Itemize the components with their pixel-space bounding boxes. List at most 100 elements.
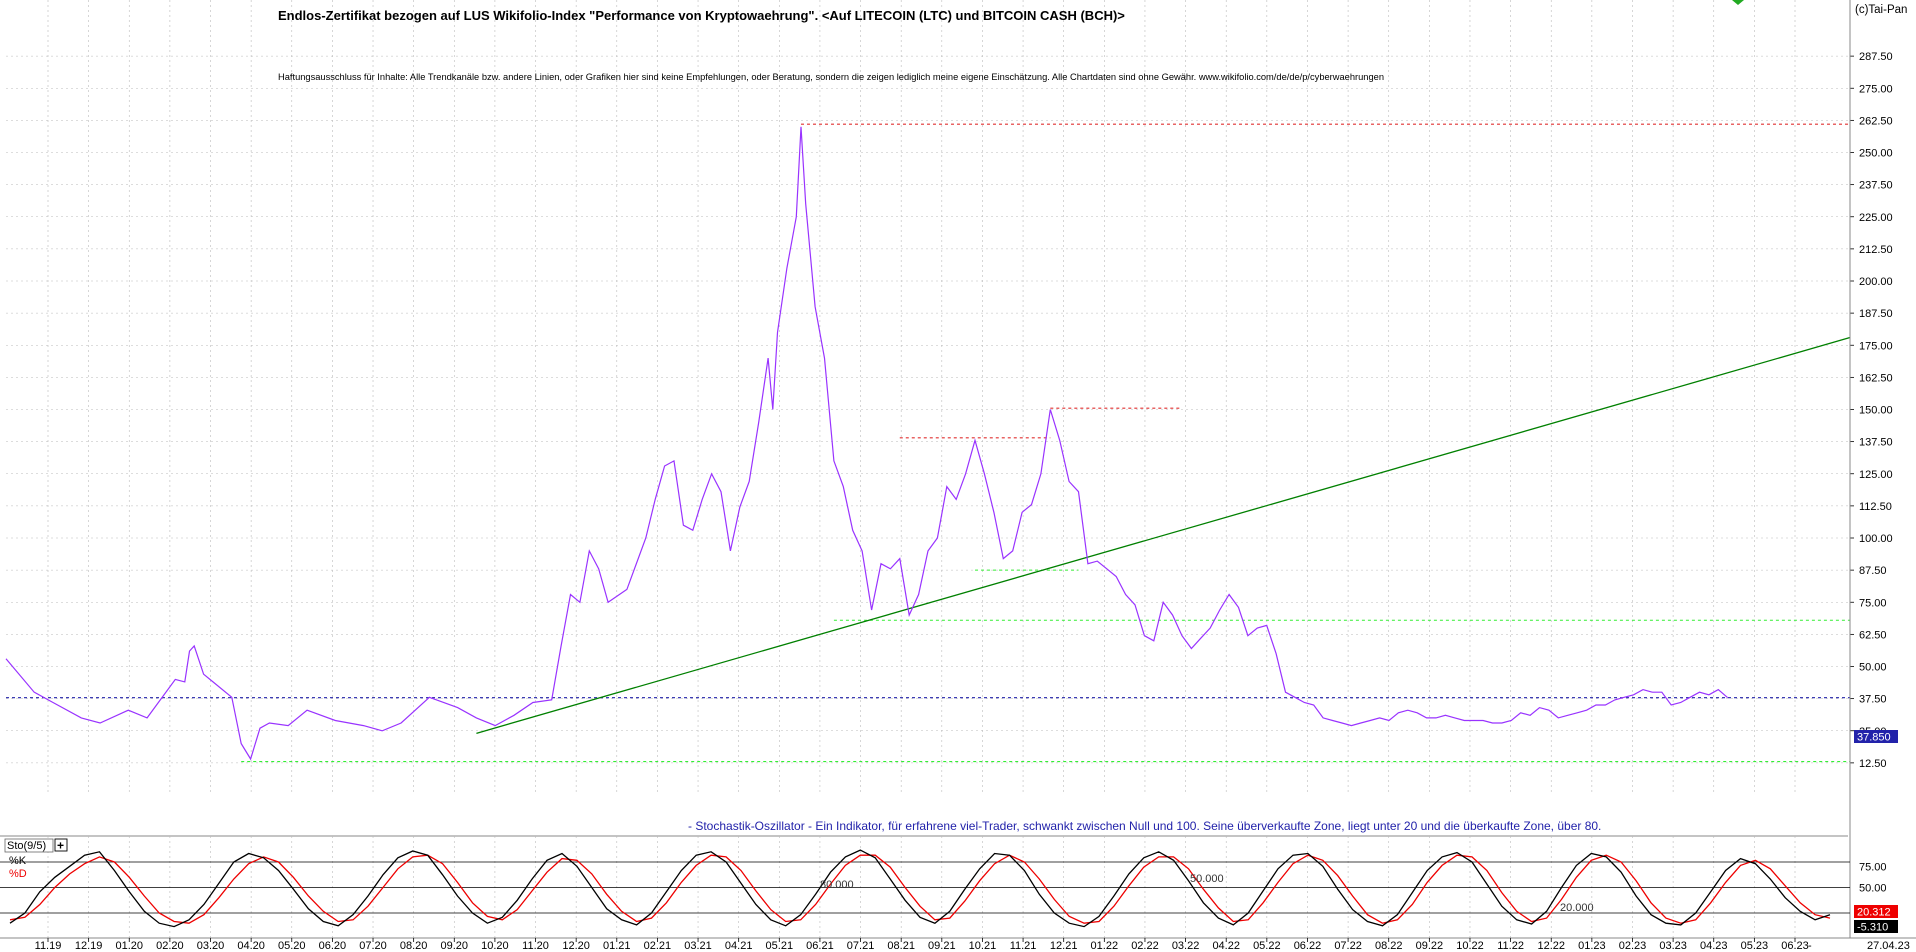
y-tick-label: 87.50	[1859, 565, 1887, 577]
stochastic-d-line	[9, 854, 1831, 924]
osc-y-tick-label: 50.00	[1859, 883, 1887, 895]
x-tick-label: 01.23	[1578, 940, 1606, 952]
x-tick-label: 05.21	[766, 940, 794, 952]
y-tick-label: 262.50	[1859, 115, 1893, 127]
x-tick-label: 03.21	[684, 940, 712, 952]
x-tick-label: 11.19	[35, 940, 62, 952]
d-legend: %D	[9, 868, 27, 880]
disclaimer-text: Haftungsausschluss für Inhalte: Alle Tre…	[278, 72, 1384, 82]
oscillator-caption: - Stochastik-Oszillator - Ein Indikator,…	[688, 819, 1601, 833]
copyright-text: (c)Tai-Pan	[1855, 4, 1907, 16]
x-tick-label: 09.21	[928, 940, 956, 952]
last-date-label: 27.04.23	[1867, 940, 1910, 952]
indicator-label-box[interactable]	[4, 838, 54, 853]
x-tick-label: 10.22	[1456, 940, 1484, 952]
x-tick-label: 12.19	[75, 940, 103, 952]
chart-title: Endlos-Zertifikat bezogen auf LUS Wikifo…	[278, 8, 1125, 23]
x-tick-label: 11.22	[1497, 940, 1524, 952]
x-tick-label: 06.22	[1294, 940, 1322, 952]
y-tick-label: 225.00	[1859, 212, 1893, 224]
y-tick-label: 62.50	[1859, 629, 1887, 641]
y-tick-label: 187.50	[1859, 308, 1893, 320]
y-tick-label: 12.50	[1859, 758, 1887, 770]
x-tick-label: 10.20	[481, 940, 509, 952]
y-tick-label: 212.50	[1859, 244, 1893, 256]
level-80-label: 80.000	[820, 879, 854, 891]
current-value-badge: 37.850	[1854, 730, 1898, 744]
y-tick-label: 275.00	[1859, 83, 1893, 95]
trend-line	[476, 336, 1851, 734]
y-tick-label: 50.00	[1859, 662, 1887, 674]
x-tick-label: 09.22	[1416, 940, 1444, 952]
x-tick-label: 07.20	[359, 940, 387, 952]
current-value-badge-text: 37.850	[1857, 732, 1891, 744]
x-tick-label: 06.20	[319, 940, 347, 952]
x-tick-label: 06.21	[806, 940, 834, 952]
stochastic-levels	[0, 861, 1850, 914]
expand-icon[interactable]	[54, 838, 68, 852]
x-tick-label: 12.22	[1537, 940, 1565, 952]
x-tick-label: 10.21	[969, 940, 997, 952]
svg-text:-5.310: -5.310	[1857, 922, 1888, 934]
x-tick-label: 01.22	[1091, 940, 1119, 952]
price-grid	[6, 0, 1850, 795]
y-tick-label: 137.50	[1859, 437, 1893, 449]
x-tick-label: 04.21	[725, 940, 753, 952]
date-axis: 11.19 12.19 01.20 02.20 03.20 04.20 05.20 06.20…	[0, 937, 1916, 952]
x-tick-label: 05.23	[1741, 940, 1769, 952]
x-tick-label: 02.23	[1619, 940, 1647, 952]
x-tick-label: 04.20	[237, 940, 265, 952]
y-tick-label: 250.00	[1859, 148, 1893, 160]
osc-y-tick-label: 75.00	[1859, 861, 1887, 873]
marker-icon	[1732, 0, 1744, 5]
x-tick-label: 08.22	[1375, 940, 1403, 952]
x-tick-label: 02.20	[156, 940, 184, 952]
stochastic-grid	[47, 836, 1796, 938]
x-tick-label: 02.22	[1131, 940, 1159, 952]
price-line	[5, 126, 1729, 761]
x-tick-label: 03.22	[1172, 940, 1200, 952]
d-value-badge: -5.310	[1854, 920, 1898, 934]
y-tick-label: 287.50	[1859, 51, 1893, 63]
x-tick-label: 05.20	[278, 940, 306, 952]
x-tick-label: 07.22	[1334, 940, 1362, 952]
x-tick-label: 08.21	[887, 940, 915, 952]
x-tick-label: 06.23	[1781, 940, 1809, 952]
x-tick-label: 11.20	[522, 940, 549, 952]
y-tick-label: 37.50	[1859, 694, 1887, 706]
svg-text:20.312: 20.312	[1857, 907, 1891, 919]
indicator-label: Sto(9/5)	[7, 840, 46, 852]
k-value-badge: 20.312	[1854, 905, 1898, 919]
price-y-axis: 287.50 275.00 262.50 250.00 237.50 225.00 212.…	[1849, 0, 1893, 938]
y-tick-label: 175.00	[1859, 340, 1893, 352]
x-tick-label: 12.20	[562, 940, 590, 952]
x-tick-label: 05.22	[1253, 940, 1281, 952]
y-tick-label: 125.00	[1859, 469, 1893, 481]
y-tick-label: 162.50	[1859, 372, 1893, 384]
x-tick-label: 03.23	[1659, 940, 1687, 952]
x-tick-label: 02.21	[644, 940, 672, 952]
x-tick-label: 12.21	[1050, 940, 1078, 952]
y-tick-label: 200.00	[1859, 276, 1893, 288]
price-panel: 287.50 275.00 262.50 250.00 237.50 225.00 212.…	[5, 0, 1898, 938]
x-tick-label: 04.23	[1700, 940, 1728, 952]
y-tick-label: 112.50	[1859, 501, 1892, 513]
x-tick-label: 07.21	[847, 940, 875, 952]
level-50-label: 50.000	[1190, 873, 1224, 885]
x-tick-label: 08.20	[400, 940, 428, 952]
y-tick-label: 75.00	[1859, 597, 1887, 609]
axis-end-dash: -	[1808, 940, 1812, 952]
horizontal-levels	[6, 123, 1850, 763]
x-tick-label: 09.20	[441, 940, 469, 952]
level-20-label: 20.000	[1560, 902, 1594, 914]
k-legend: %K	[9, 855, 27, 867]
expand-icon-glyph: +	[57, 839, 64, 853]
y-tick-label: 100.00	[1859, 533, 1893, 545]
x-tick-label: 03.20	[197, 940, 225, 952]
y-tick-label: 237.50	[1859, 180, 1893, 192]
stochastic-k-line	[9, 849, 1831, 928]
y-tick-label: 150.00	[1859, 405, 1893, 417]
x-tick-label: 01.20	[115, 940, 143, 952]
